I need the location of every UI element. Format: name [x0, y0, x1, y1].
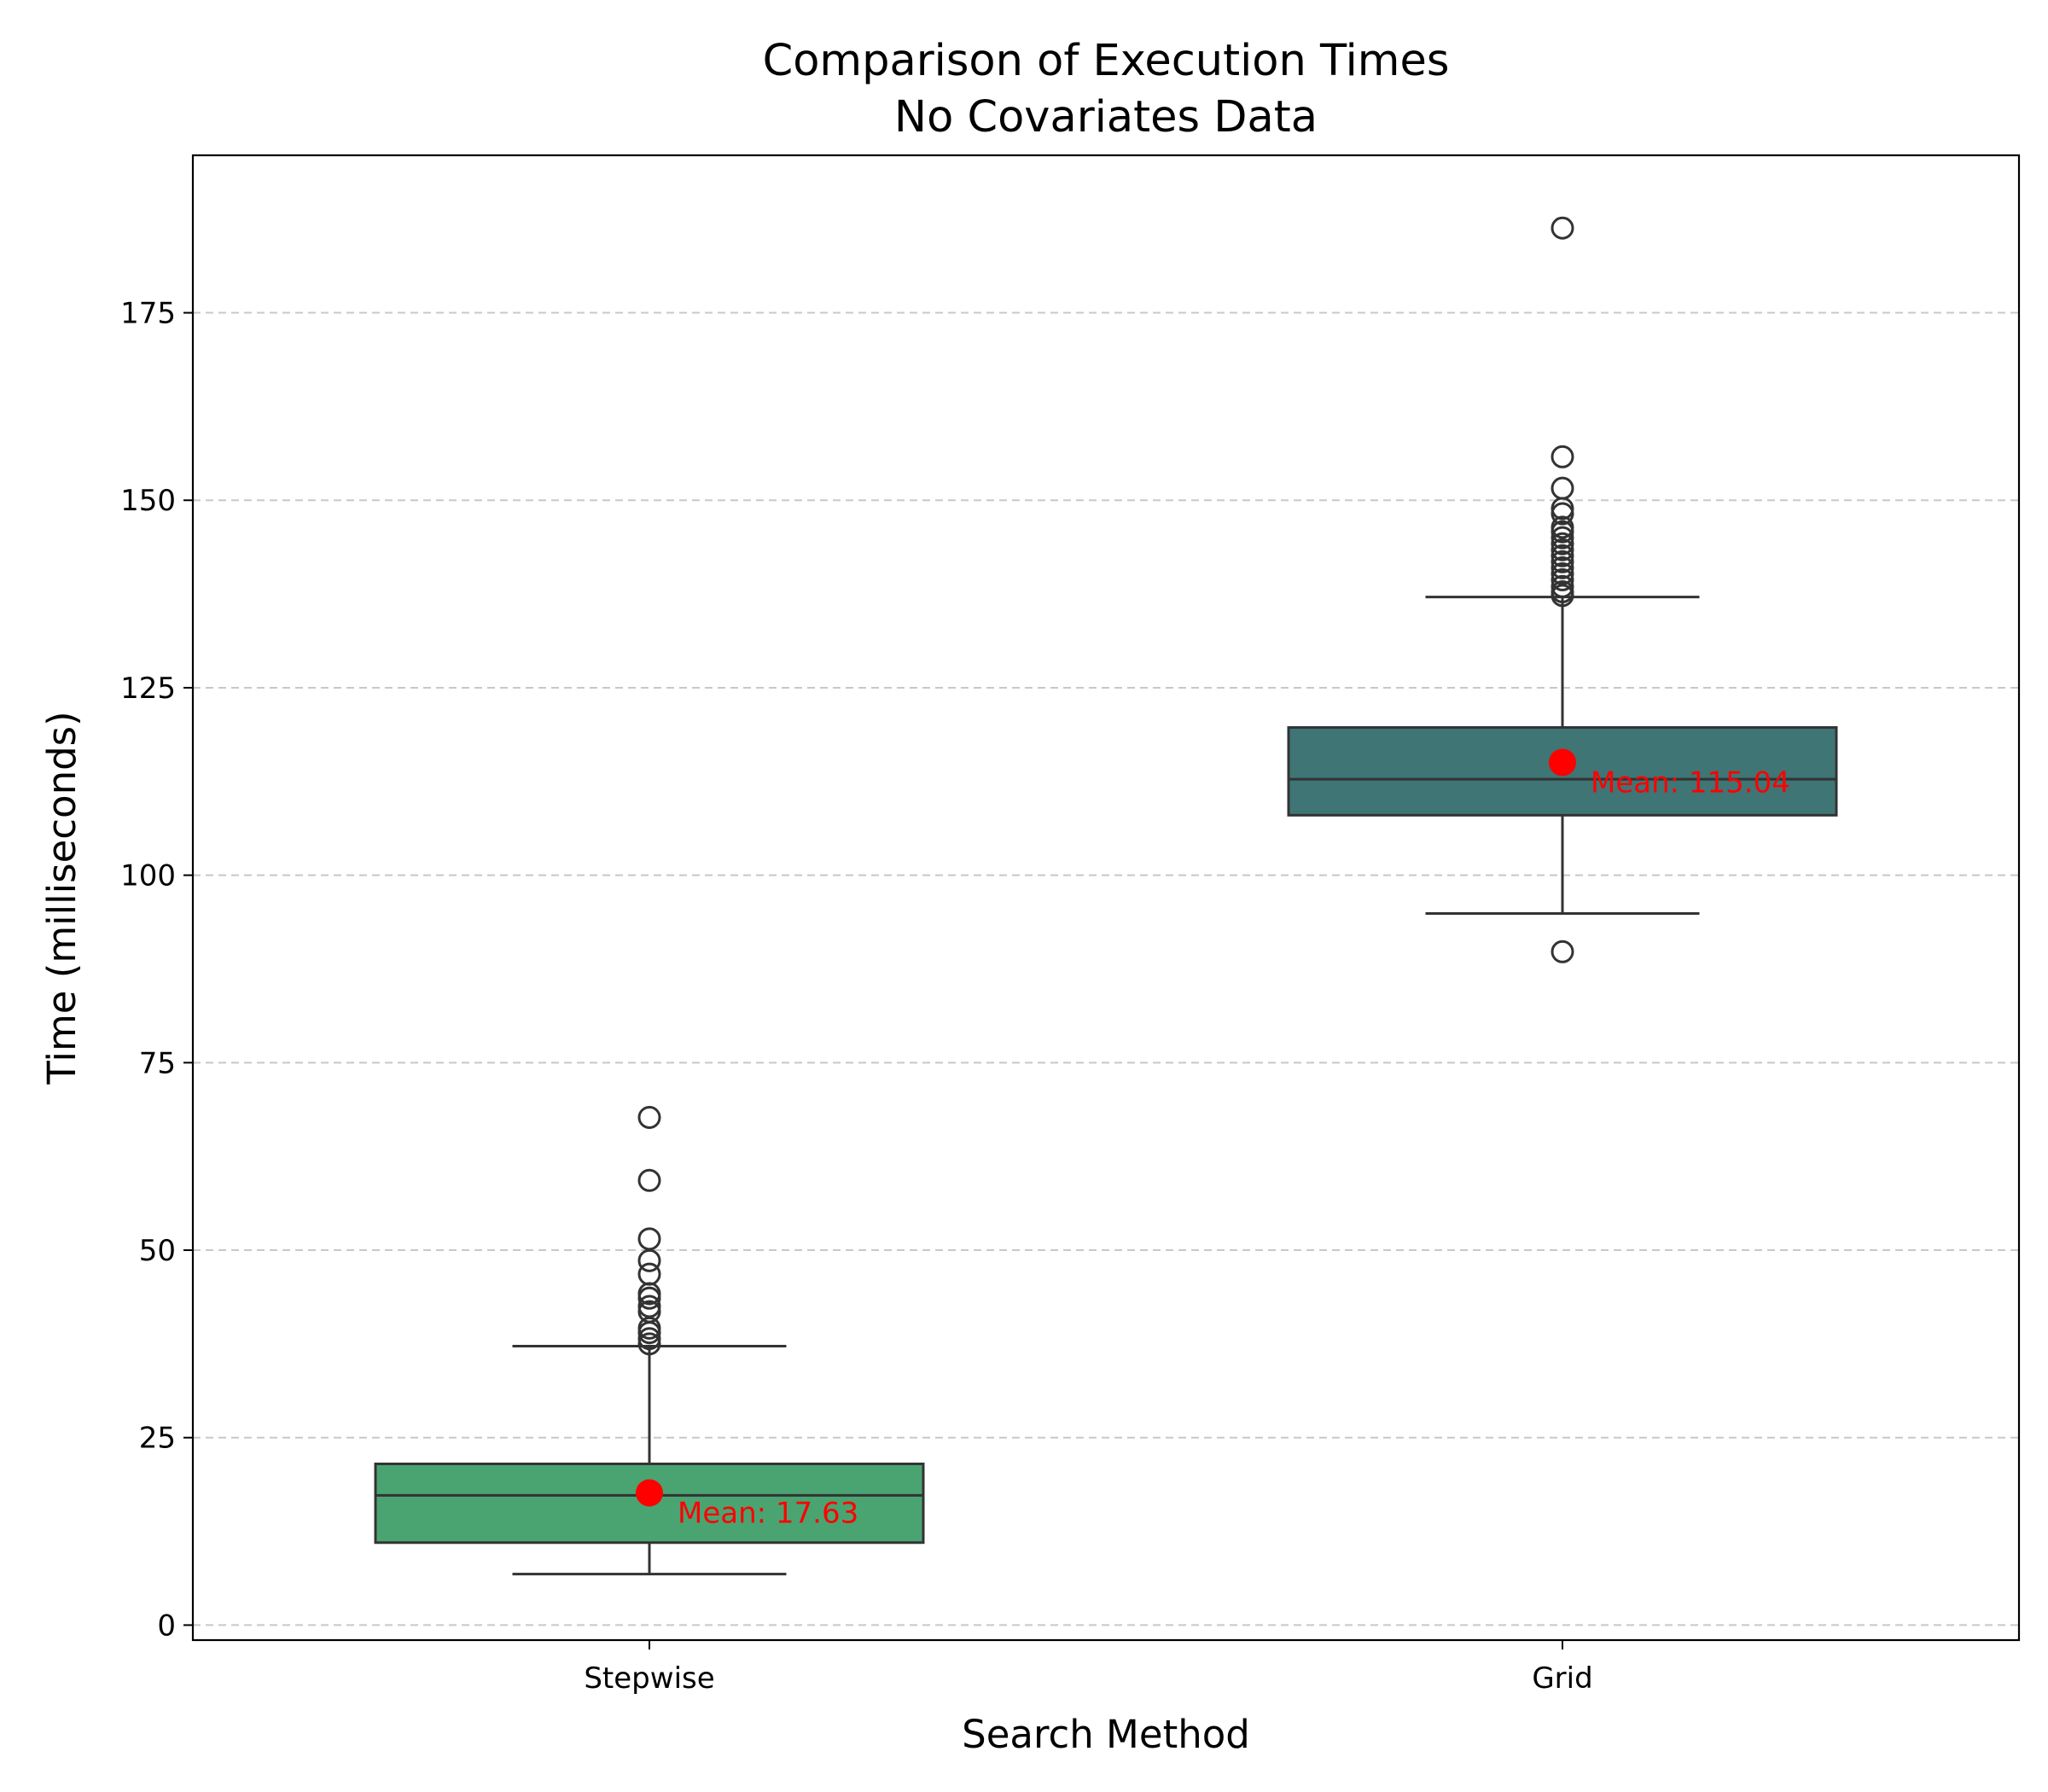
y-tick-label: 50	[139, 1234, 176, 1268]
outlier-point	[1551, 526, 1574, 550]
outlier-point	[1551, 574, 1574, 598]
outlier-point	[1551, 556, 1574, 579]
chart-title-line-1: Comparison of Execution Times	[763, 36, 1450, 86]
y-tick-label: 0	[157, 1609, 176, 1643]
outlier-point	[637, 1262, 661, 1286]
mean-label: Mean: 17.63	[678, 1496, 858, 1530]
x-axis-label: Search Method	[962, 1712, 1250, 1757]
outlier-point	[637, 1295, 661, 1318]
outlier-point	[637, 1105, 661, 1129]
outlier-point	[1551, 216, 1574, 240]
outlier-point	[1551, 497, 1574, 521]
outlier-point	[1551, 538, 1574, 561]
gridlines	[193, 311, 2019, 1626]
outlier-point	[1551, 550, 1574, 573]
outlier-point	[1551, 515, 1574, 539]
y-tick-label: 175	[120, 297, 176, 331]
y-tick-label: 25	[139, 1422, 176, 1456]
outlier-point	[637, 1168, 661, 1192]
outlier-point	[1551, 445, 1574, 468]
y-tick-label: 150	[120, 484, 176, 518]
outlier-point	[1551, 940, 1574, 963]
y-tick-label: 100	[120, 859, 176, 893]
axis-ticks: 0 25 50 75 100 125 150 175 Stepwise Grid	[120, 297, 1593, 1696]
outlier-point	[637, 1327, 661, 1351]
boxes: Mean: 17.63 Mean: 115.04	[374, 216, 1838, 1576]
outlier-point	[637, 1227, 661, 1251]
chart-title-line-2: No Covariates Data	[894, 92, 1318, 143]
outlier-point	[1551, 476, 1574, 500]
x-tick-label-stepwise: Stepwise	[584, 1661, 714, 1696]
box-group-stepwise: Mean: 17.63	[374, 1105, 925, 1576]
y-tick-label: 125	[120, 672, 176, 706]
box-group-grid: Mean: 115.04	[1287, 216, 1838, 963]
mean-marker	[1549, 748, 1576, 777]
outlier-point	[1551, 532, 1574, 556]
x-tick-label-grid: Grid	[1532, 1661, 1592, 1696]
plot-frame	[191, 154, 2021, 1642]
outlier-point	[637, 1248, 661, 1272]
outlier-point	[1551, 561, 1574, 585]
y-tick-label: 75	[139, 1046, 176, 1080]
outlier-point	[1551, 544, 1574, 567]
mean-label: Mean: 115.04	[1591, 765, 1790, 800]
y-axis-label: Time (milliseconds)	[39, 711, 84, 1085]
mean-marker	[636, 1479, 663, 1507]
outlier-point	[1551, 567, 1574, 591]
